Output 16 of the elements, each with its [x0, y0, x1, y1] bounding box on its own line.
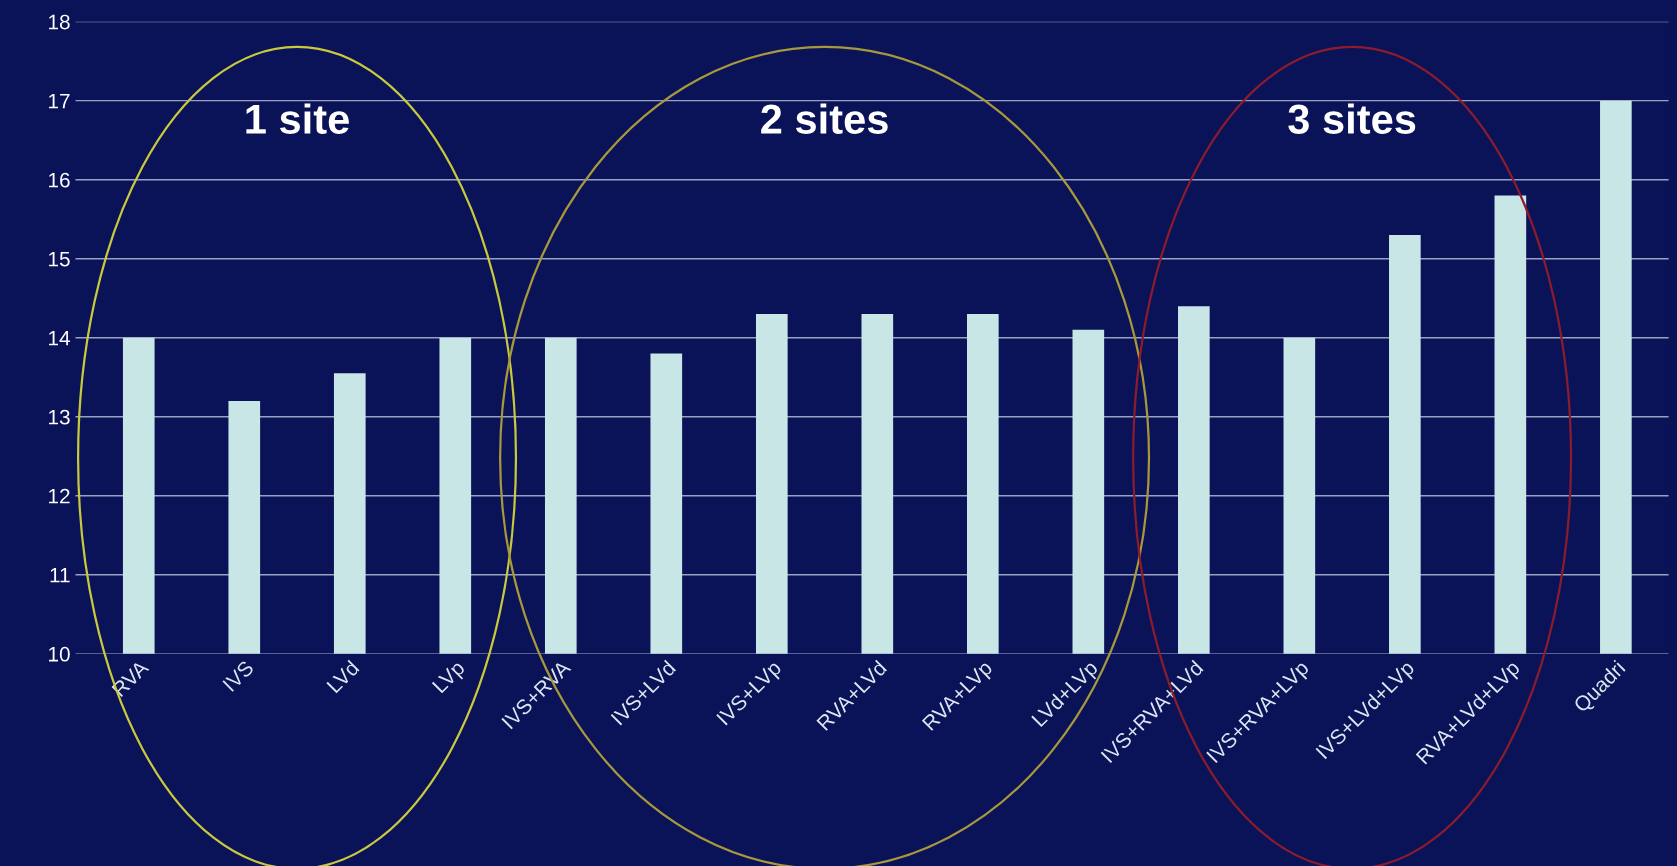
- x-tick-label: IVS: [222, 659, 255, 692]
- annotation: 3 sites: [1288, 103, 1416, 135]
- y-tick-label: 18: [49, 14, 70, 30]
- annotation: 2 sites: [761, 103, 888, 134]
- x-tick-label: LVd: [325, 659, 360, 694]
- y-tick-label: 12: [49, 488, 70, 504]
- y-tick-label: 11: [50, 568, 70, 583]
- y-tick-label: 17: [49, 93, 70, 109]
- x-tick-label: RVA: [111, 659, 150, 698]
- y-tick-label: 13: [49, 409, 70, 425]
- annotation: 1 site: [246, 103, 349, 134]
- y-tick-label: 10: [49, 646, 70, 662]
- x-tick-label: LVp: [431, 659, 469, 697]
- y-tick-label: 16: [49, 172, 70, 188]
- y-tick-label: 15: [49, 251, 70, 267]
- y-tick-label: 14: [49, 330, 70, 346]
